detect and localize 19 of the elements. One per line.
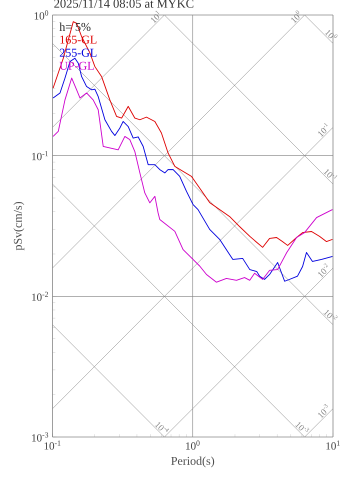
x-tick-label: 10$^{-1}$ xyxy=(44,440,60,450)
y-tick-label: 10$^{-2}$ xyxy=(32,292,48,301)
y-tick-label: 10$^{-1}$ xyxy=(32,151,48,160)
x-tick-label: 10$^{0}$ xyxy=(186,440,200,450)
text: 10$^{-3}$ xyxy=(295,422,310,432)
text: 10$^{-4}$ xyxy=(154,422,170,432)
text: 10$^{-2}$ xyxy=(318,264,328,278)
text: 10$^{1}$ xyxy=(150,10,160,24)
text: 10$^{-3}$ xyxy=(318,404,328,418)
text: 10$^{0}$ xyxy=(291,10,300,24)
y-axis-title: pSv(cm/s) xyxy=(13,202,24,250)
text: 10$^{0}$ xyxy=(324,30,338,38)
y-tick-label: 10$^{0}$ xyxy=(34,10,48,20)
text: 10$^{-1}$ xyxy=(318,122,328,137)
y-tick-label: 10$^{-3}$ xyxy=(32,432,48,442)
x-tick-label: 10$^{1}$ xyxy=(326,440,340,450)
text: 10$^{-1}$ xyxy=(323,169,338,180)
x-axis-title: Period(s) xyxy=(171,456,214,468)
text: 10$^{-2}$ xyxy=(323,310,338,320)
